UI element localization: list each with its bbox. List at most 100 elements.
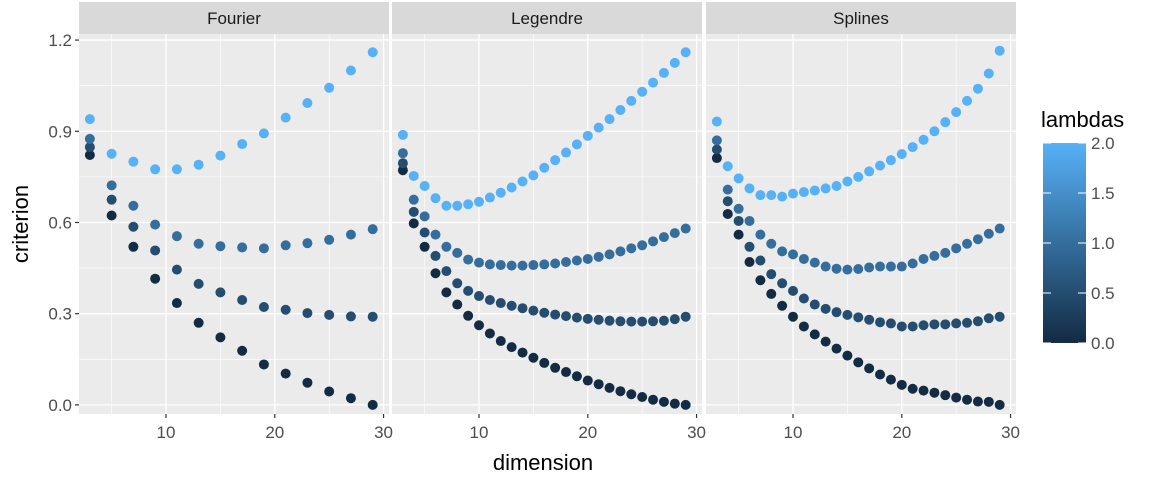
data-point-lambda-1 bbox=[918, 253, 929, 264]
data-point-lambda-0.5 bbox=[648, 316, 659, 327]
data-point-lambda-2 bbox=[755, 190, 766, 201]
data-point-lambda-1 bbox=[777, 246, 788, 257]
data-point-lambda-1 bbox=[940, 247, 951, 258]
data-point-lambda-1 bbox=[711, 135, 722, 146]
data-point-lambda-0 bbox=[864, 363, 875, 374]
data-point-lambda-0.5 bbox=[842, 309, 853, 320]
data-point-lambda-2 bbox=[280, 112, 291, 123]
data-point-lambda-2 bbox=[397, 129, 408, 140]
data-point-lambda-0.5 bbox=[853, 312, 864, 323]
legend-tick-label: 1.5 bbox=[1091, 184, 1115, 203]
legend-ticks: 0.0 0.5 1.0 1.5 2.0 bbox=[1043, 134, 1115, 353]
data-point-lambda-0 bbox=[345, 393, 356, 404]
data-point-lambda-2 bbox=[324, 82, 335, 93]
data-point-lambda-2 bbox=[875, 160, 886, 171]
facet-strip-label: Splines bbox=[833, 9, 889, 28]
data-point-lambda-0 bbox=[128, 241, 139, 252]
data-point-lambda-2 bbox=[171, 164, 182, 175]
data-point-lambda-0 bbox=[452, 299, 463, 310]
data-point-lambda-0.5 bbox=[430, 250, 441, 261]
data-point-lambda-0.5 bbox=[582, 313, 593, 324]
data-point-lambda-0 bbox=[582, 375, 593, 386]
data-point-lambda-0.5 bbox=[820, 303, 831, 314]
data-point-lambda-0 bbox=[842, 350, 853, 361]
data-point-lambda-1 bbox=[106, 180, 117, 191]
data-point-lambda-0.5 bbox=[875, 317, 886, 328]
data-point-lambda-2 bbox=[788, 188, 799, 199]
data-point-lambda-0 bbox=[929, 387, 940, 398]
data-point-lambda-0 bbox=[907, 383, 918, 394]
panel-legendre: Legendre 10 20 30 bbox=[392, 2, 706, 442]
data-point-lambda-2 bbox=[798, 187, 809, 198]
data-point-lambda-1 bbox=[506, 260, 517, 271]
data-point-lambda-0.5 bbox=[755, 255, 766, 266]
data-point-lambda-1 bbox=[929, 250, 940, 261]
data-point-lambda-0.5 bbox=[106, 194, 117, 205]
data-point-lambda-1 bbox=[744, 215, 755, 226]
data-point-lambda-1 bbox=[215, 241, 226, 252]
data-point-lambda-2 bbox=[733, 173, 744, 184]
data-point-lambda-0.5 bbox=[571, 312, 582, 323]
data-point-lambda-0.5 bbox=[550, 309, 561, 320]
data-point-lambda-1 bbox=[766, 238, 777, 249]
data-point-lambda-1 bbox=[907, 258, 918, 269]
data-point-lambda-0 bbox=[463, 310, 474, 321]
data-point-lambda-2 bbox=[994, 45, 1005, 56]
data-point-lambda-2 bbox=[896, 149, 907, 160]
data-point-lambda-2 bbox=[419, 181, 430, 191]
legend-tick-label: 2.0 bbox=[1091, 134, 1115, 153]
data-point-lambda-2 bbox=[809, 185, 820, 196]
y-axis: 0.0 0.3 0.6 0.9 1.2 bbox=[48, 31, 79, 415]
data-point-lambda-1 bbox=[831, 263, 842, 274]
data-point-lambda-0.5 bbox=[258, 301, 269, 312]
y-axis-title: criterion bbox=[8, 185, 33, 263]
data-point-lambda-0.5 bbox=[517, 303, 528, 314]
data-point-lambda-0 bbox=[983, 396, 994, 407]
data-point-lambda-1 bbox=[788, 249, 799, 260]
data-point-lambda-0 bbox=[777, 300, 788, 311]
data-point-lambda-0.5 bbox=[626, 316, 637, 327]
data-point-lambda-2 bbox=[820, 183, 831, 194]
data-point-lambda-0 bbox=[237, 345, 248, 356]
data-point-lambda-0 bbox=[550, 362, 561, 373]
data-point-lambda-1 bbox=[419, 211, 430, 222]
data-point-lambda-0 bbox=[972, 396, 983, 407]
data-point-lambda-2 bbox=[885, 155, 896, 166]
data-point-lambda-2 bbox=[215, 150, 226, 161]
data-point-lambda-1 bbox=[962, 238, 973, 249]
data-point-lambda-1 bbox=[463, 254, 474, 265]
data-point-lambda-2 bbox=[940, 117, 951, 128]
data-point-lambda-0 bbox=[733, 229, 744, 240]
data-point-lambda-2 bbox=[972, 83, 983, 94]
data-point-lambda-1 bbox=[875, 261, 886, 272]
facet-strip bbox=[706, 2, 1016, 34]
data-point-lambda-1 bbox=[755, 229, 766, 240]
data-point-lambda-1 bbox=[550, 258, 561, 269]
data-point-lambda-2 bbox=[571, 139, 582, 150]
data-point-lambda-2 bbox=[495, 187, 506, 198]
data-point-lambda-1 bbox=[561, 257, 572, 267]
panel-splines: Splines 10 20 30 bbox=[706, 2, 1020, 442]
data-point-lambda-0 bbox=[258, 359, 269, 370]
data-point-lambda-0.5 bbox=[885, 318, 896, 329]
data-point-lambda-2 bbox=[842, 176, 853, 187]
x-tick-label: 30 bbox=[1001, 423, 1020, 442]
y-tick-label: 0.3 bbox=[48, 305, 72, 324]
data-point-lambda-2 bbox=[711, 116, 722, 127]
data-point-lambda-2 bbox=[648, 77, 659, 88]
facet-strip-label: Fourier bbox=[207, 9, 261, 28]
data-point-lambda-0 bbox=[604, 382, 615, 393]
data-point-lambda-0 bbox=[408, 218, 419, 229]
data-point-lambda-1 bbox=[237, 242, 248, 253]
data-point-lambda-0.5 bbox=[788, 285, 799, 296]
data-point-lambda-1 bbox=[885, 261, 896, 272]
legend-tick-label: 0.0 bbox=[1091, 334, 1115, 353]
data-point-lambda-0.5 bbox=[615, 316, 626, 327]
data-point-lambda-1 bbox=[539, 259, 550, 270]
data-point-lambda-2 bbox=[658, 67, 669, 78]
data-point-lambda-0 bbox=[962, 394, 973, 405]
data-point-lambda-2 bbox=[669, 57, 680, 68]
facet-strip bbox=[392, 2, 702, 34]
data-point-lambda-1 bbox=[637, 240, 648, 251]
